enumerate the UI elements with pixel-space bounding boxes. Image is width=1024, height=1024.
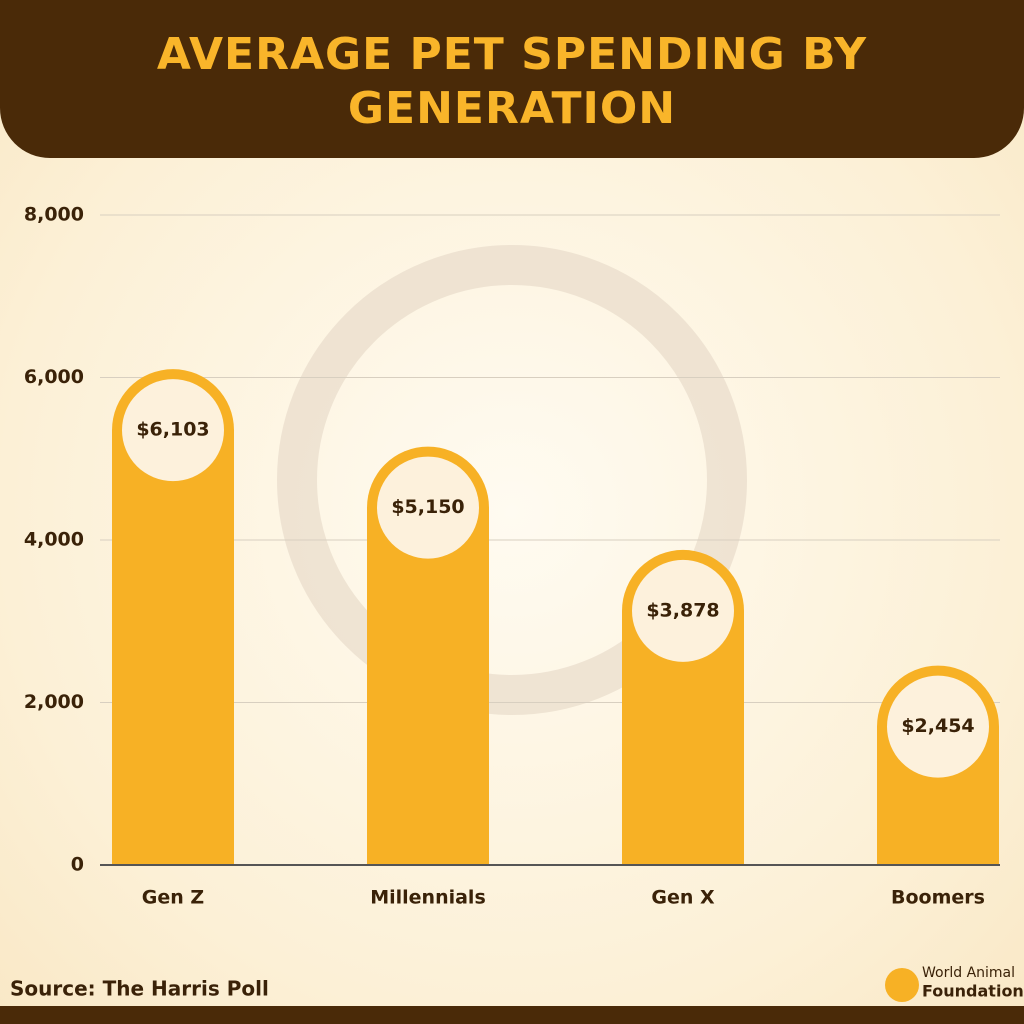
- y-tick-label: 8,000: [24, 204, 84, 226]
- logo-icon: [885, 968, 919, 1002]
- x-tick-label: Millennials: [370, 887, 486, 909]
- y-tick-label: 2,000: [24, 691, 84, 713]
- y-tick-label: 0: [71, 854, 84, 876]
- chart-title: AVERAGE PET SPENDING BY GENERATION: [156, 29, 868, 134]
- y-tick-label: 4,000: [24, 529, 84, 551]
- source: Source: The Harris Poll: [10, 977, 269, 1001]
- value-badge: [887, 675, 989, 778]
- title-band: [0, 0, 1024, 158]
- bar: [112, 369, 234, 865]
- value-badge: [122, 379, 224, 482]
- value-label: $6,103: [136, 419, 209, 441]
- x-tick-label: Gen X: [651, 887, 715, 909]
- logo-line1: World Animal: [922, 965, 1015, 981]
- logo-line2: Foundation: [922, 982, 1024, 1001]
- value-label: $3,878: [646, 599, 719, 621]
- value-label: $5,150: [391, 496, 464, 518]
- y-tick-label: 6,000: [24, 366, 84, 388]
- background-emblem: [277, 245, 747, 715]
- x-tick-label: Boomers: [891, 887, 985, 909]
- footer-band: [0, 1006, 1024, 1024]
- value-badge: [377, 456, 479, 559]
- value-label: $2,454: [901, 715, 974, 737]
- bar: [367, 446, 489, 865]
- value-badge: [632, 559, 734, 662]
- x-tick-label: Gen Z: [142, 887, 204, 909]
